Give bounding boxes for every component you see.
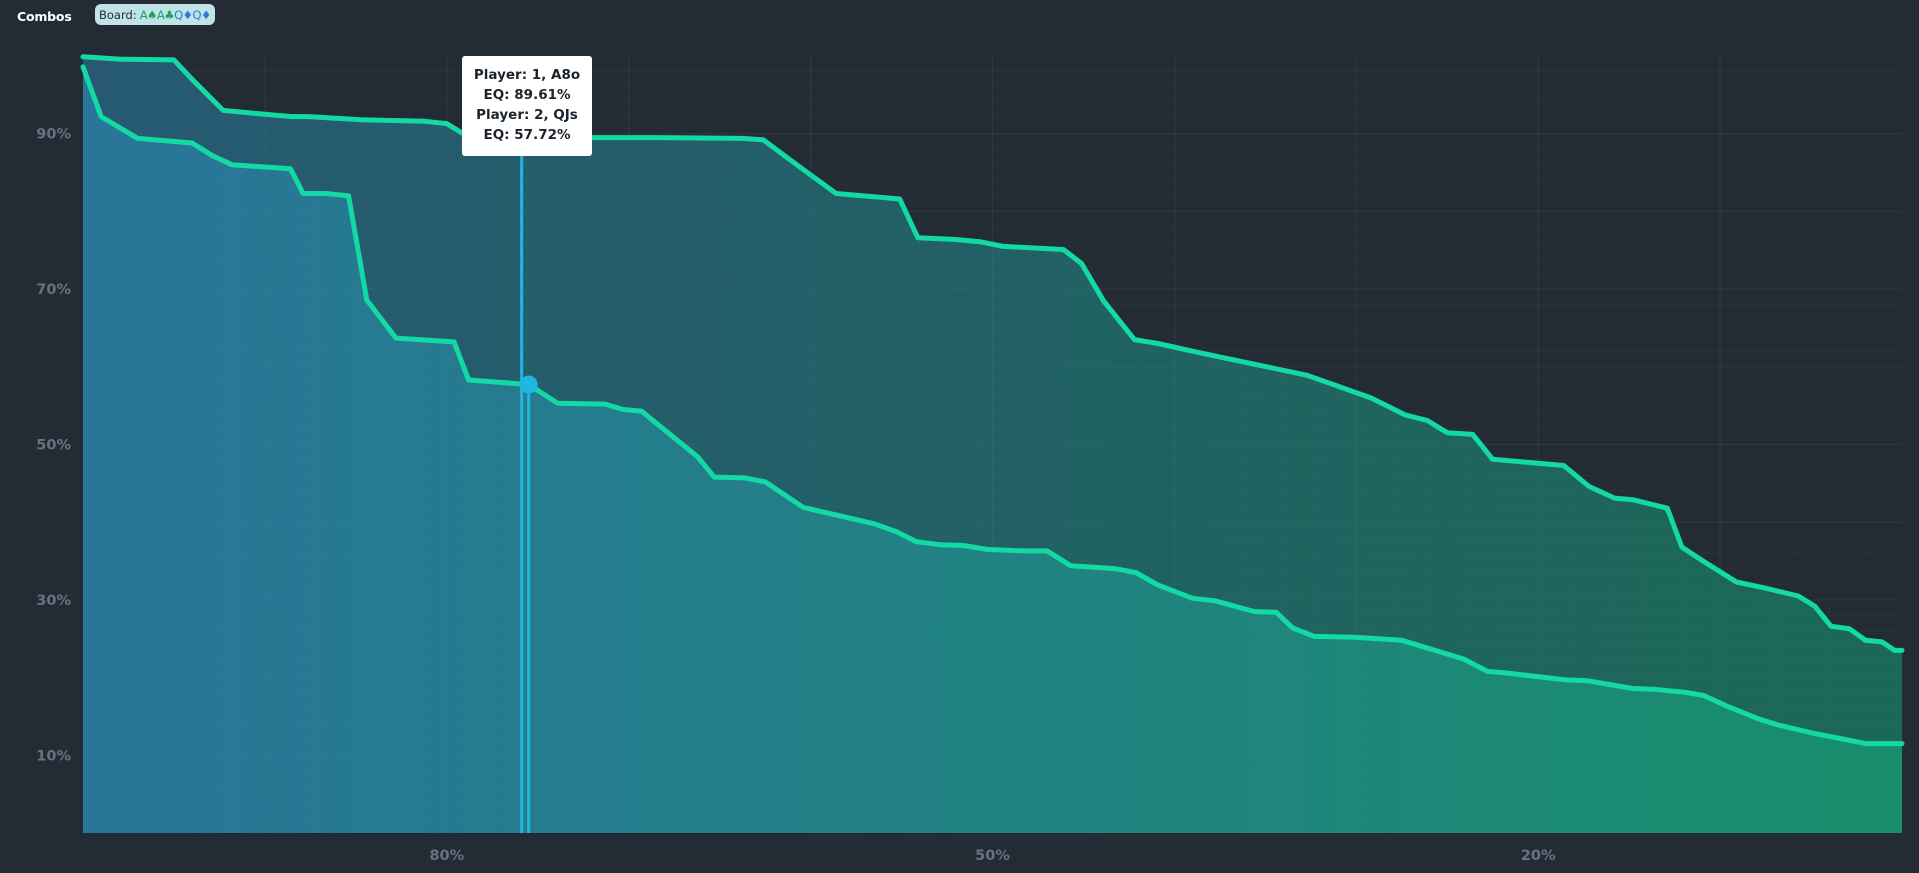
x-tick-label: 80% — [429, 848, 464, 864]
board-card: A♠ — [139, 7, 158, 22]
tooltip-eq: EQ: 57.72% — [483, 127, 571, 143]
area-fills — [83, 56, 1902, 834]
tooltip-eq: EQ: 89.61% — [483, 87, 571, 103]
series-line-1 — [80, 54, 1905, 653]
y-tick-label: 10% — [36, 748, 71, 764]
board-prefix: Board: — [99, 7, 137, 22]
board-cards: A♠A♣Q♦Q♦ — [139, 7, 212, 22]
tooltip-entry-1: Player: 1, A8o EQ: 89.61% — [462, 65, 592, 105]
x-tick-label: 50% — [975, 848, 1010, 864]
hover-indicator — [519, 136, 538, 833]
board-card: Q♦ — [174, 7, 193, 22]
y-tick-label: 90% — [36, 127, 71, 143]
tooltip-player: Player: 1, A8o — [473, 67, 581, 83]
hover-point — [519, 375, 538, 394]
board-card: A♣ — [156, 7, 175, 22]
board-badge[interactable]: Board: A♠A♣Q♦Q♦ — [95, 4, 215, 25]
axis-ticks: 90% 70% 50% 30% 10% 80% 50% 20% — [36, 127, 1556, 864]
tooltip-entry-2: Player: 2, QJs EQ: 57.72% — [462, 105, 592, 145]
tooltip-player: Player: 2, QJs — [476, 107, 578, 123]
y-tick-label: 70% — [36, 282, 71, 298]
series-lines — [80, 54, 1905, 747]
series-area-2 — [83, 66, 1902, 833]
hover-tooltip: Player: 1, A8o EQ: 89.61% Player: 2, QJs… — [462, 56, 592, 156]
x-tick-label: 20% — [1521, 848, 1556, 864]
y-tick-label: 30% — [36, 593, 71, 609]
series-line-2 — [80, 64, 1905, 747]
top-bar: Combos Board: A♠A♣Q♦Q♦ — [0, 0, 1919, 30]
y-tick-label: 50% — [36, 438, 71, 454]
board-card: Q♦ — [192, 7, 211, 22]
combos-tab[interactable]: Combos — [17, 9, 72, 24]
